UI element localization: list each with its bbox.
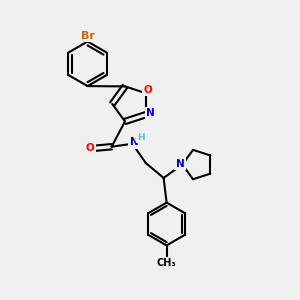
Text: H: H xyxy=(137,133,145,142)
Text: O: O xyxy=(143,85,152,95)
Text: CH₃: CH₃ xyxy=(157,258,176,268)
Text: N: N xyxy=(176,159,184,169)
Text: N: N xyxy=(130,137,138,147)
Text: O: O xyxy=(85,143,94,153)
Text: Br: Br xyxy=(81,31,94,40)
Text: N: N xyxy=(146,108,155,118)
